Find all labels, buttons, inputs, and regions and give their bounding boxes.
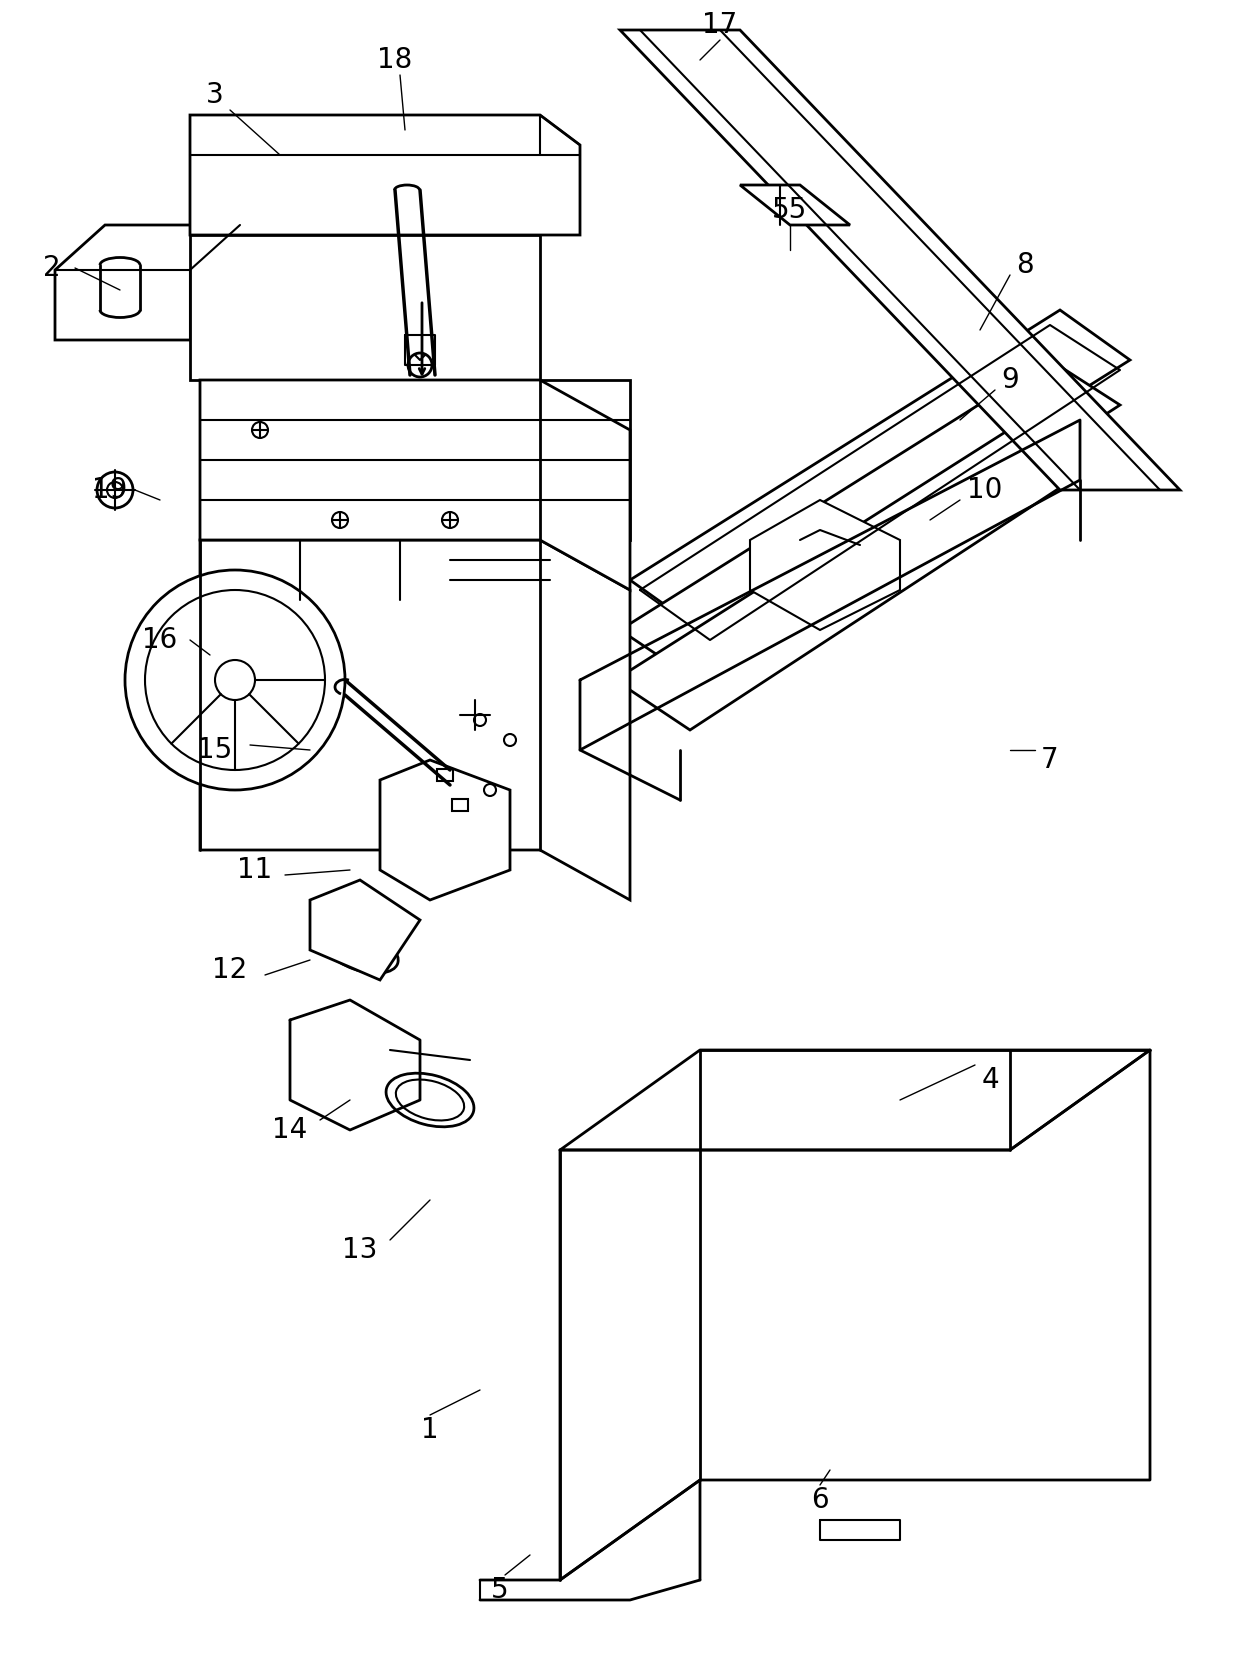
- Polygon shape: [190, 235, 539, 380]
- Polygon shape: [190, 116, 580, 235]
- Polygon shape: [200, 540, 630, 900]
- Circle shape: [441, 511, 458, 528]
- Polygon shape: [615, 411, 1110, 731]
- Ellipse shape: [331, 932, 388, 967]
- Text: 11: 11: [237, 856, 273, 883]
- Polygon shape: [750, 499, 900, 630]
- Polygon shape: [630, 310, 1130, 630]
- Bar: [436, 769, 453, 781]
- Polygon shape: [620, 30, 1180, 489]
- Text: 10: 10: [967, 476, 1003, 504]
- Text: 3: 3: [206, 80, 224, 109]
- Circle shape: [125, 570, 345, 789]
- Polygon shape: [379, 759, 510, 900]
- Text: 6: 6: [811, 1487, 828, 1513]
- Text: 55: 55: [773, 196, 807, 225]
- Text: 4: 4: [981, 1066, 998, 1094]
- Text: 12: 12: [212, 955, 248, 984]
- Circle shape: [484, 784, 496, 796]
- Circle shape: [97, 473, 133, 508]
- Ellipse shape: [386, 1073, 474, 1126]
- Polygon shape: [310, 880, 420, 980]
- Circle shape: [408, 354, 432, 377]
- Text: 19: 19: [92, 476, 128, 504]
- Text: 18: 18: [377, 45, 413, 74]
- Text: 1: 1: [422, 1416, 439, 1445]
- Circle shape: [215, 660, 255, 701]
- Circle shape: [107, 483, 123, 498]
- Text: 2: 2: [43, 255, 61, 282]
- Circle shape: [332, 511, 348, 528]
- Text: 13: 13: [342, 1235, 378, 1264]
- Text: 9: 9: [1001, 365, 1019, 394]
- Text: 7: 7: [1042, 746, 1059, 774]
- Text: 15: 15: [197, 736, 233, 764]
- Polygon shape: [200, 380, 630, 540]
- Polygon shape: [620, 360, 1120, 680]
- Ellipse shape: [396, 1079, 464, 1121]
- Bar: [453, 799, 467, 811]
- Polygon shape: [200, 380, 630, 590]
- Polygon shape: [740, 184, 849, 225]
- Text: 17: 17: [702, 12, 738, 39]
- Ellipse shape: [322, 927, 398, 974]
- Circle shape: [252, 422, 268, 437]
- Circle shape: [503, 734, 516, 746]
- Text: 14: 14: [273, 1116, 308, 1145]
- Text: 5: 5: [491, 1575, 508, 1604]
- Circle shape: [145, 590, 325, 769]
- Text: 16: 16: [143, 627, 177, 654]
- Text: 8: 8: [1017, 251, 1034, 278]
- Circle shape: [474, 714, 486, 726]
- Polygon shape: [55, 225, 241, 340]
